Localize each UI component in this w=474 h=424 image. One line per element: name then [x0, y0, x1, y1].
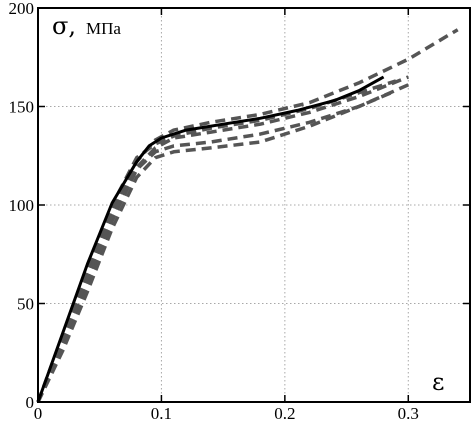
y-axis-unit: МПа: [86, 19, 121, 38]
y-tick-label: 150: [9, 98, 35, 117]
x-tick-label: 0.1: [151, 404, 172, 423]
y-axis-label: σ, МПа: [52, 12, 121, 40]
axis-ticks: [37, 7, 470, 403]
y-tick-label: 0: [26, 393, 35, 412]
grid-lines: [38, 8, 470, 402]
series-group: [36, 28, 459, 403]
x-tick-label: 0.2: [274, 404, 295, 423]
y-tick-label: 100: [9, 196, 35, 215]
x-tick-label: 0: [34, 404, 43, 423]
x-tick-label: 0.3: [398, 404, 419, 423]
y-tick-label: 50: [17, 295, 34, 314]
dashed-series-line-5: [36, 79, 397, 403]
tick-labels: 0 0.1 0.2 0.3 0 50 100 150 200: [9, 0, 419, 423]
x-axis-label: ε: [432, 368, 444, 396]
dashed-series-line-1: [36, 28, 459, 403]
y-axis-symbol: σ,: [52, 12, 76, 40]
dashed-series-line-4: [36, 83, 410, 403]
y-tick-label: 200: [9, 0, 35, 18]
solid-series-line-0: [36, 75, 385, 403]
dashed-series-line-3: [36, 75, 409, 403]
dashed-series-line-2: [36, 89, 397, 403]
